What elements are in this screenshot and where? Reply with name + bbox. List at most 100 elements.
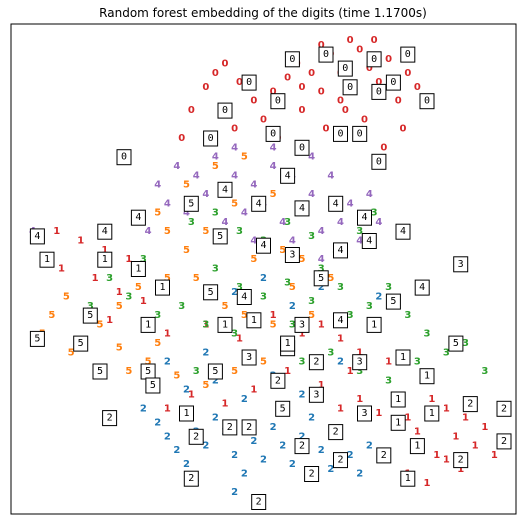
thumbnail-digit: 2	[309, 469, 315, 480]
digit-thumbnail: 0	[265, 125, 281, 142]
thumbnail-digit: 5	[78, 338, 84, 349]
thumbnail-frame	[400, 46, 416, 63]
digit-thumbnail: 2	[251, 494, 267, 510]
digit-point-3: 3	[140, 254, 147, 265]
digit-point-0: 0	[299, 82, 306, 93]
thumbnail-digit: 4	[333, 198, 339, 209]
thumbnail-frame	[265, 125, 281, 142]
digit-point-5: 5	[63, 292, 70, 303]
thumbnail-frame	[409, 438, 425, 455]
digit-point-5: 5	[308, 310, 315, 321]
digit-point-1: 1	[457, 464, 464, 475]
thumbnail-frame	[188, 428, 204, 445]
digit-thumbnail: 2	[496, 433, 512, 450]
thumbnail-frame	[280, 335, 296, 352]
digit-point-1: 1	[164, 329, 171, 340]
thumbnail-digit: 2	[467, 399, 473, 410]
digit-point-4: 4	[145, 226, 152, 237]
thumbnail-frame	[318, 46, 334, 63]
digit-point-1: 1	[428, 394, 435, 405]
thumbnail-digit: 2	[107, 413, 113, 424]
thumbnail-digit: 0	[390, 77, 396, 88]
digit-thumbnail: 5	[82, 307, 98, 324]
digit-thumbnail: 0	[371, 83, 387, 100]
thumbnail-frame	[246, 312, 262, 329]
digit-point-3: 3	[385, 375, 392, 386]
digit-thumbnail: 0	[318, 46, 334, 63]
thumbnail-frame	[241, 349, 257, 366]
digit-thumbnail: 2	[270, 372, 286, 389]
digit-thumbnail: 1	[419, 368, 435, 385]
thumbnail-digit: 1	[395, 417, 401, 428]
thumbnail-frame	[448, 335, 464, 352]
plot-area: 0000000000000000000000000000000000001111…	[29, 35, 512, 510]
thumbnail-digit: 0	[323, 49, 329, 60]
thumbnail-frame	[241, 419, 257, 436]
thumbnail-frame	[29, 330, 45, 347]
digit-point-5: 5	[164, 226, 171, 237]
digit-point-2: 2	[270, 422, 277, 433]
digit-thumbnail: 0	[203, 130, 219, 147]
digit-point-5: 5	[145, 357, 152, 368]
digit-thumbnail: 2	[496, 400, 512, 417]
thumbnail-frame	[203, 284, 219, 301]
thumbnail-digit: 2	[188, 473, 194, 484]
digit-thumbnail: 0	[400, 46, 416, 63]
digit-thumbnail: 2	[222, 419, 238, 436]
digit-point-3: 3	[178, 301, 185, 312]
thumbnail-digit: 0	[357, 128, 363, 139]
digit-thumbnail: 0	[352, 125, 368, 142]
digit-thumbnail: 5	[275, 400, 291, 417]
digit-thumbnail: 4	[251, 195, 267, 212]
digit-point-1: 1	[140, 296, 147, 307]
thumbnail-digit: 5	[145, 366, 151, 377]
digit-point-3: 3	[212, 264, 219, 275]
thumbnail-digit: 4	[260, 240, 266, 251]
thumbnail-digit: 0	[121, 152, 127, 163]
digit-thumbnail: 4	[97, 223, 113, 240]
thumbnail-frame	[371, 83, 387, 100]
thumbnail-frame	[395, 349, 411, 366]
digit-point-0: 0	[178, 133, 185, 144]
digit-point-5: 5	[231, 198, 238, 209]
thumbnail-digit: 4	[419, 282, 425, 293]
digit-thumbnail: 5	[448, 335, 464, 352]
thumbnail-digit: 1	[395, 394, 401, 405]
thumbnail-frame	[256, 237, 271, 254]
digit-thumbnail: 4	[357, 209, 372, 226]
digit-point-3: 3	[327, 347, 334, 358]
digit-point-4: 4	[318, 254, 325, 265]
thumbnail-frame	[130, 209, 146, 226]
digit-point-0: 0	[414, 82, 421, 93]
digit-point-0: 0	[356, 45, 363, 56]
thumbnail-digit: 4	[337, 245, 343, 256]
thumbnail-frame	[333, 312, 348, 329]
thumbnail-digit: 0	[275, 96, 281, 107]
digit-thumbnail: 1	[97, 251, 113, 268]
thumbnail-digit: 1	[222, 319, 228, 330]
digit-thumbnail: 1	[280, 335, 296, 352]
thumbnail-digit: 1	[285, 338, 291, 349]
thumbnail-frame	[390, 391, 406, 408]
digit-point-3: 3	[443, 347, 450, 358]
digit-point-1: 1	[472, 441, 479, 452]
plot-frame	[10, 23, 517, 515]
thumbnail-digit: 4	[135, 212, 141, 223]
digit-point-1: 1	[318, 380, 325, 391]
digit-point-4: 4	[164, 198, 171, 209]
digit-point-4: 4	[250, 236, 257, 247]
thumbnail-digit: 0	[208, 133, 214, 144]
thumbnail-frame	[97, 223, 113, 240]
thumbnail-digit: 1	[405, 473, 411, 484]
digit-point-4: 4	[212, 152, 219, 163]
digit-thumbnail: 1	[409, 438, 425, 455]
digit-point-5: 5	[260, 357, 267, 368]
digit-point-0: 0	[318, 40, 325, 51]
thumbnail-frame	[453, 256, 469, 273]
thumbnail-frame	[333, 125, 348, 142]
digit-point-0: 0	[337, 96, 344, 107]
digit-point-5: 5	[183, 245, 190, 256]
thumbnail-frame	[236, 289, 252, 305]
thumbnail-digit: 1	[102, 254, 108, 265]
